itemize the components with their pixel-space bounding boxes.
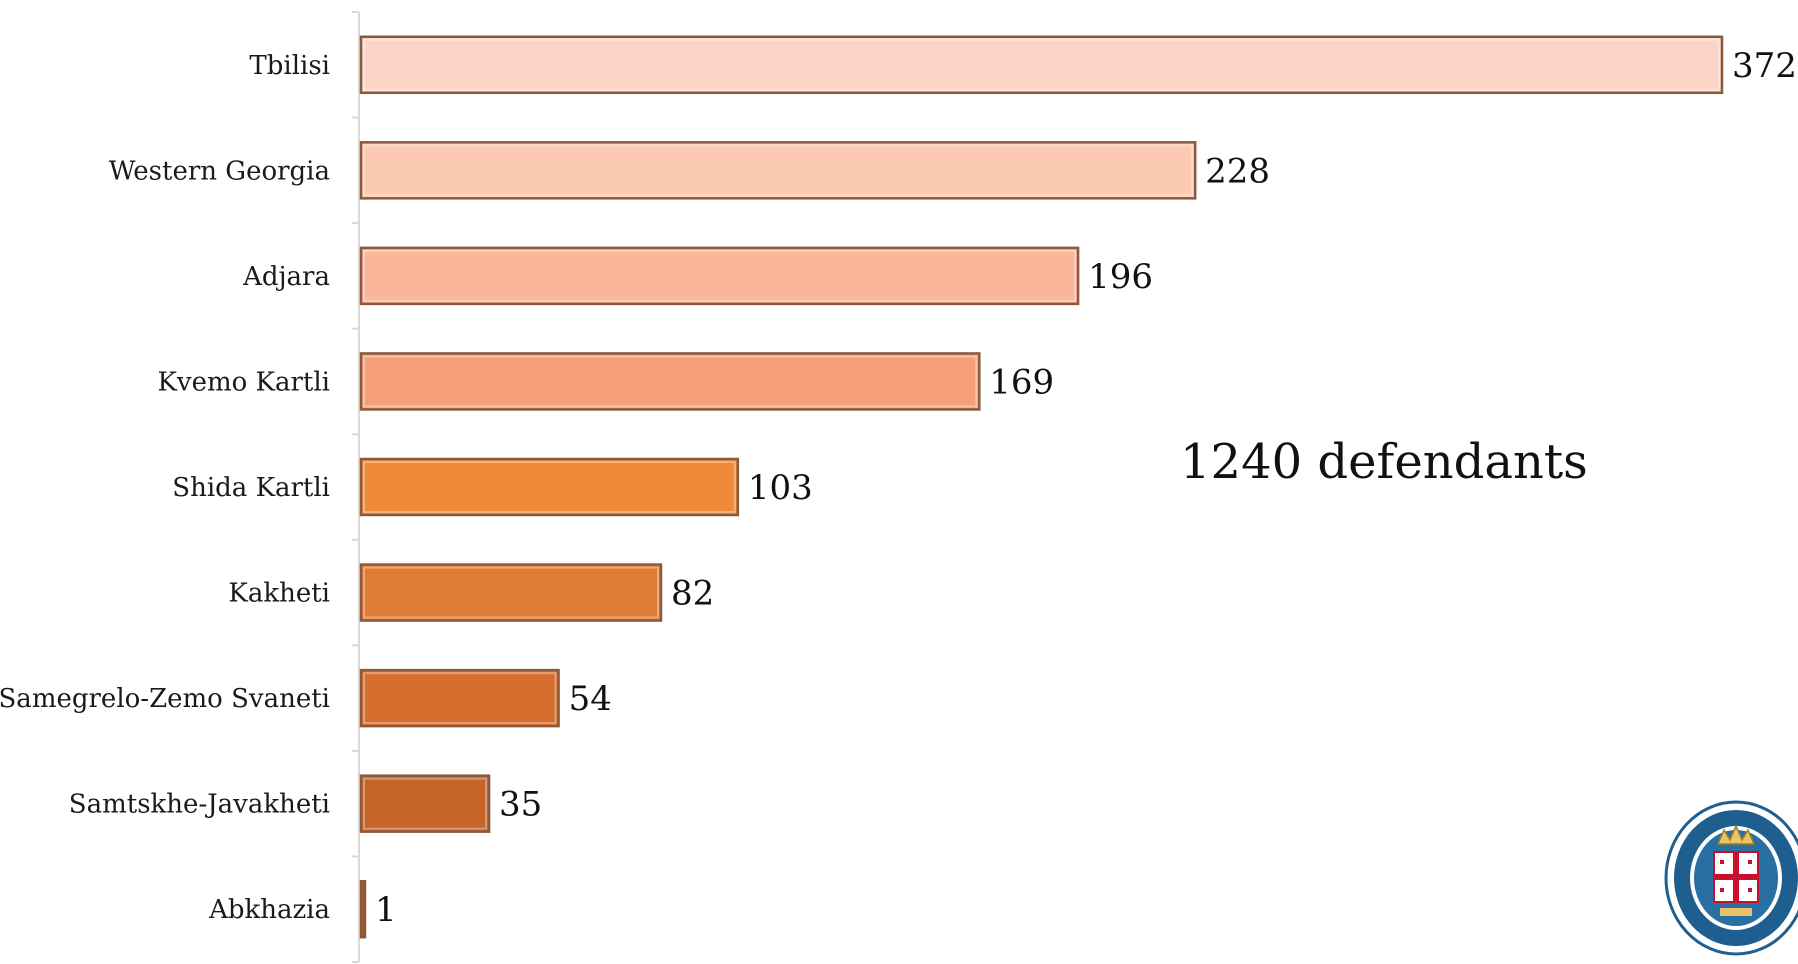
value-labels: 372 228 196 169 103 82 54 35 1	[375, 46, 1797, 930]
category-label-samtskhe-javakheti: Samtskhe-Javakheti	[69, 790, 330, 820]
value-label-kakheti: 82	[671, 574, 714, 614]
category-label-western-georgia: Western Georgia	[109, 156, 330, 186]
category-label-abkhazia: Abkhazia	[208, 895, 330, 925]
category-label-shida-kartli: Shida Kartli	[172, 473, 330, 503]
bar-shida-kartli	[359, 457, 740, 517]
bars-group	[359, 35, 1724, 939]
category-label-kvemo-kartli: Kvemo Kartli	[157, 367, 330, 397]
value-label-kvemo-kartli: 169	[989, 362, 1054, 402]
value-label-samegrelo-zemo-svaneti: 54	[569, 679, 612, 719]
value-label-tbilisi: 372	[1732, 46, 1797, 86]
bar-kvemo-kartli	[359, 352, 981, 411]
bar-bevel-kakheti	[363, 566, 660, 619]
bar-kakheti	[359, 563, 663, 622]
bar-bevel-samegrelo-zemo-svaneti	[363, 672, 557, 725]
bar-bevel-kvemo-kartli	[363, 355, 978, 408]
total-defendants-annotation: 1240 defendants	[1180, 434, 1588, 490]
bar-bevel-samtskhe-javakheti	[363, 777, 488, 830]
category-axis-ticks	[352, 11, 359, 963]
prosecutor-office-seal-icon	[1664, 800, 1798, 956]
bar-western-georgia	[359, 141, 1197, 200]
bar-samtskhe-javakheti	[359, 774, 491, 833]
category-labels: Tbilisi Western Georgia Adjara Kvemo Kartli…	[0, 51, 330, 925]
value-label-western-georgia: 228	[1205, 151, 1270, 191]
bar-samegrelo-zemo-svaneti	[359, 668, 560, 728]
bar-abkhazia	[359, 879, 367, 939]
category-label-adjara: Adjara	[242, 262, 330, 292]
bar-adjara	[359, 246, 1080, 306]
bar-tbilisi	[359, 35, 1724, 95]
bar-bevel-adjara	[363, 249, 1077, 302]
category-label-samegrelo-zemo-svaneti: Samegrelo-Zemo Svaneti	[0, 684, 330, 714]
category-label-kakheti: Kakheti	[228, 579, 330, 609]
bar-bevel-tbilisi	[363, 38, 1720, 91]
value-label-abkhazia: 1	[375, 890, 397, 930]
category-label-tbilisi: Tbilisi	[249, 51, 330, 81]
value-label-adjara: 196	[1088, 257, 1153, 297]
value-label-samtskhe-javakheti: 35	[499, 785, 542, 825]
bar-bevel-shida-kartli	[363, 461, 736, 513]
value-label-shida-kartli: 103	[748, 468, 813, 508]
bar-bevel-western-georgia	[363, 144, 1194, 197]
